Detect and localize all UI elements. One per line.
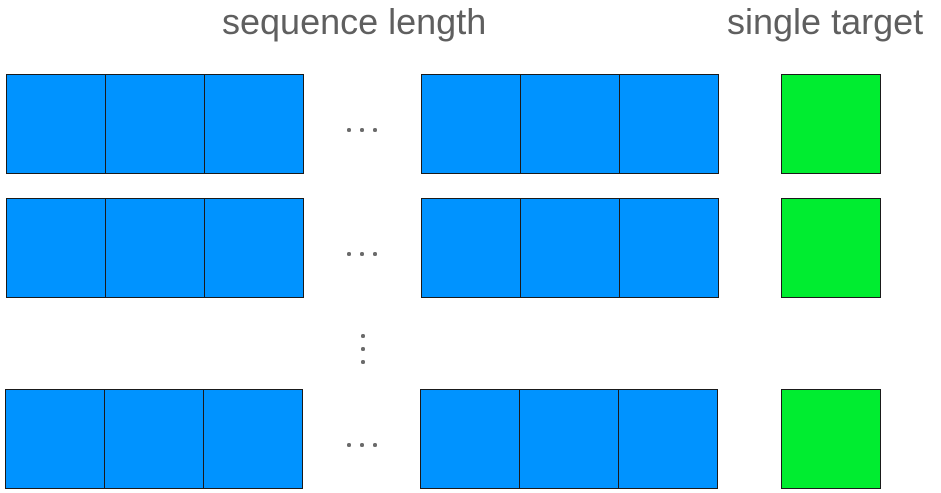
target-cell — [781, 74, 881, 174]
sequence-row-2 — [0, 198, 941, 298]
sequence-cell — [105, 198, 205, 298]
sequence-cell — [619, 198, 719, 298]
sequence-cell — [420, 389, 520, 489]
sequence-cell — [6, 74, 106, 174]
sequence-cell — [204, 74, 304, 174]
sequence-cell — [203, 389, 303, 489]
sequence-cell — [6, 198, 106, 298]
sequence-cell — [421, 198, 521, 298]
sequence-cell — [104, 389, 204, 489]
target-cell — [781, 198, 881, 298]
single-target-heading: single target — [727, 1, 924, 42]
sequence-cell — [204, 198, 304, 298]
target-cell — [781, 389, 881, 489]
sequence-cell — [618, 389, 718, 489]
sequence-cell — [520, 198, 620, 298]
sequence-row-1 — [0, 74, 941, 174]
sequence-length-heading: sequence length — [222, 1, 487, 42]
sequence-row-3 — [0, 389, 941, 489]
sequence-cell — [5, 389, 105, 489]
sequence-cell — [619, 74, 719, 174]
sequence-cell — [519, 389, 619, 489]
horizontal-ellipsis-icon — [345, 128, 381, 132]
horizontal-ellipsis-icon — [345, 443, 381, 447]
sequence-cell — [520, 74, 620, 174]
sequence-cell — [421, 74, 521, 174]
sequence-cell — [105, 74, 205, 174]
vertical-ellipsis-icon — [361, 334, 365, 366]
horizontal-ellipsis-icon — [345, 252, 381, 256]
